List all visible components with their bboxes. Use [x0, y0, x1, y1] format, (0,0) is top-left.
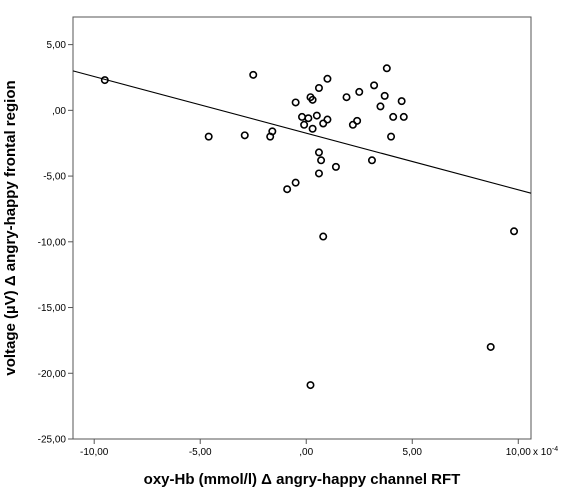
data-point — [312, 111, 321, 120]
data-point — [100, 76, 109, 85]
y-tick-label: -20,00 — [38, 369, 67, 380]
x-tick-label: -5,00 — [189, 447, 212, 458]
data-point — [331, 162, 340, 171]
y-tick-label: ,00 — [52, 106, 66, 117]
data-point — [204, 132, 213, 141]
y-tick-label: -15,00 — [38, 303, 67, 314]
data-point — [348, 120, 357, 129]
data-point — [342, 93, 351, 102]
data-point — [266, 132, 275, 141]
data-point — [323, 115, 332, 124]
data-point — [314, 148, 323, 157]
data-point — [323, 74, 332, 83]
data-point — [283, 185, 292, 194]
y-tick-label: -10,00 — [38, 237, 67, 248]
data-point — [314, 83, 323, 92]
data-point — [249, 70, 258, 79]
data-point — [319, 119, 328, 128]
data-point — [353, 116, 362, 125]
y-tick-label: -5,00 — [43, 172, 66, 183]
data-point — [367, 156, 376, 165]
x-tick-label: -10,00 — [80, 447, 109, 458]
y-axis-ticks: 5,00 ,00 -5,00 -10,00 -15,00 -20,00 -25,00 — [38, 40, 73, 446]
x-tick-label: ,00 — [299, 447, 313, 458]
data-point — [317, 156, 326, 165]
data-point — [291, 178, 300, 187]
regression-line — [72, 70, 532, 194]
data-point — [486, 342, 495, 351]
x-multiplier-label: x 10-4 — [533, 446, 558, 458]
data-point — [389, 112, 398, 121]
data-point — [314, 169, 323, 178]
x-axis-title: oxy-Hb (mmol/l) Δ angry-happy channel RF… — [144, 471, 461, 488]
data-point — [308, 95, 317, 104]
data-point — [370, 81, 379, 90]
data-point — [380, 91, 389, 100]
data-point — [399, 112, 408, 121]
data-point — [382, 64, 391, 73]
y-axis-title: voltage (µV) Δ angry-happy frontal regio… — [2, 80, 19, 375]
data-point — [397, 97, 406, 106]
data-point — [306, 381, 315, 390]
data-point — [291, 98, 300, 107]
plot-content — [72, 64, 532, 390]
data-point — [300, 120, 309, 129]
y-tick-label: 5,00 — [47, 40, 67, 51]
data-point — [304, 114, 313, 123]
data-point — [376, 102, 385, 111]
data-point — [240, 131, 249, 140]
x-tick-label: 5,00 — [403, 447, 423, 458]
x-axis-ticks: -10,00 -5,00 ,00 5,00 10,00 — [80, 439, 531, 458]
data-point — [387, 132, 396, 141]
data-point — [510, 227, 519, 236]
data-point — [319, 232, 328, 241]
data-point — [308, 124, 317, 133]
data-point — [355, 87, 364, 96]
y-tick-label: -25,00 — [38, 435, 67, 446]
x-tick-label: 10,00 — [506, 447, 531, 458]
plot-frame — [72, 16, 532, 440]
data-point — [297, 112, 306, 121]
